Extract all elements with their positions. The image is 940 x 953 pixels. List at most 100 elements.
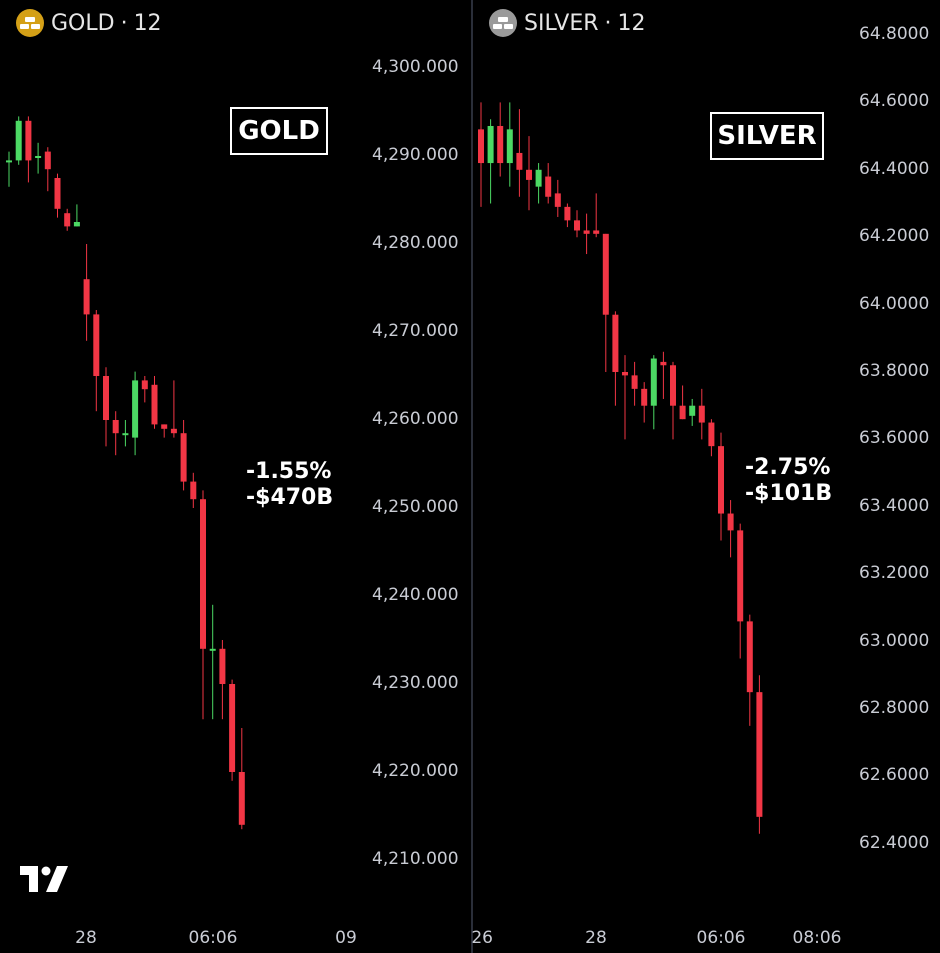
gold-candle[interactable] bbox=[238, 728, 245, 830]
gold-candle[interactable] bbox=[132, 371, 139, 456]
gold-candle[interactable] bbox=[73, 204, 80, 227]
silver-candle-body bbox=[583, 230, 590, 234]
silver-candle-body bbox=[679, 405, 686, 420]
silver-candle[interactable] bbox=[487, 119, 494, 204]
silver-candle[interactable] bbox=[602, 233, 609, 372]
gold-y-tick-label: 4,260.000 bbox=[372, 409, 459, 429]
silver-candle[interactable] bbox=[641, 382, 648, 423]
silver-candle[interactable] bbox=[631, 361, 638, 406]
silver-candle-body bbox=[554, 193, 561, 207]
gold-x-tick-label: 06:06 bbox=[188, 928, 238, 948]
gold-x-tick-label: 28 bbox=[75, 928, 97, 948]
silver-y-tick-label: 64.4000 bbox=[859, 158, 930, 179]
silver-candle-body bbox=[718, 446, 724, 514]
gold-candle[interactable] bbox=[54, 173, 61, 218]
tradingview-logo[interactable] bbox=[20, 866, 68, 896]
silver-chart-panel[interactable]: SILVER · 12 SILVER -2.75% -$101B 64.8000… bbox=[471, 0, 940, 953]
silver-candle[interactable] bbox=[478, 102, 484, 207]
silver-separator: · bbox=[604, 10, 612, 36]
gold-candle-body bbox=[180, 433, 187, 482]
gold-annotation: -1.55% -$470B bbox=[246, 459, 333, 511]
silver-candle[interactable] bbox=[622, 355, 628, 440]
silver-candle-body bbox=[727, 513, 734, 531]
gold-candle-body bbox=[93, 314, 100, 376]
gold-candle[interactable] bbox=[103, 367, 109, 447]
gold-candle-body bbox=[200, 499, 206, 649]
gold-candle[interactable] bbox=[44, 147, 51, 192]
silver-candle[interactable] bbox=[689, 398, 696, 426]
silver-candle[interactable] bbox=[593, 193, 600, 238]
gold-candle[interactable] bbox=[64, 208, 71, 231]
gold-candle[interactable] bbox=[190, 472, 197, 508]
gold-bars-icon bbox=[16, 9, 44, 37]
silver-candle[interactable] bbox=[554, 179, 561, 217]
silver-header[interactable]: SILVER · 12 bbox=[489, 8, 646, 38]
silver-candle[interactable] bbox=[516, 109, 523, 197]
panel-divider bbox=[471, 0, 473, 953]
silver-candle[interactable] bbox=[718, 432, 724, 541]
gold-annotation-value: -$470B bbox=[246, 485, 334, 510]
gold-candle[interactable] bbox=[209, 604, 216, 720]
gold-candle-body bbox=[83, 279, 90, 315]
silver-candle[interactable] bbox=[756, 675, 763, 834]
gold-chart-panel[interactable]: GOLD · 12 GOLD -1.55% -$470B 4,300.000 4,… bbox=[0, 0, 471, 953]
silver-candle-body bbox=[756, 692, 763, 817]
silver-candle-body bbox=[622, 372, 628, 376]
silver-candle[interactable] bbox=[506, 102, 513, 187]
silver-candle[interactable] bbox=[497, 102, 504, 177]
silver-y-tick-label: 64.2000 bbox=[859, 226, 930, 247]
silver-candlestick-plot[interactable] bbox=[473, 0, 940, 953]
gold-candle[interactable] bbox=[200, 490, 206, 720]
silver-candle[interactable] bbox=[545, 163, 552, 204]
silver-candle[interactable] bbox=[564, 203, 571, 228]
gold-candle[interactable] bbox=[151, 376, 158, 429]
silver-candle[interactable] bbox=[650, 355, 657, 430]
gold-candle[interactable] bbox=[93, 310, 100, 412]
silver-box-label: SILVER bbox=[710, 112, 824, 160]
silver-candle[interactable] bbox=[708, 419, 715, 457]
silver-interval: 12 bbox=[617, 10, 646, 36]
gold-header[interactable]: GOLD · 12 bbox=[16, 8, 162, 38]
silver-candle-body bbox=[698, 405, 705, 423]
gold-candle[interactable] bbox=[141, 376, 148, 403]
gold-candle[interactable] bbox=[161, 424, 168, 438]
gold-y-tick-label: 4,270.000 bbox=[372, 321, 459, 341]
gold-candle[interactable] bbox=[170, 380, 177, 438]
gold-candle[interactable] bbox=[15, 116, 22, 165]
silver-x-tick-label: 28 bbox=[585, 928, 607, 948]
silver-candle[interactable] bbox=[679, 385, 686, 420]
gold-candle[interactable] bbox=[83, 244, 90, 341]
silver-symbol: SILVER bbox=[524, 10, 599, 36]
silver-candle[interactable] bbox=[660, 351, 667, 399]
silver-candle[interactable] bbox=[746, 614, 753, 726]
silver-candle[interactable] bbox=[535, 163, 542, 204]
silver-candle[interactable] bbox=[583, 213, 590, 255]
silver-candle[interactable] bbox=[670, 361, 676, 440]
silver-candle[interactable] bbox=[612, 311, 619, 406]
silver-candle[interactable] bbox=[737, 523, 744, 659]
gold-y-tick-label: 4,210.000 bbox=[372, 849, 459, 869]
gold-candle[interactable] bbox=[6, 151, 12, 187]
silver-y-tick-label: 63.6000 bbox=[859, 428, 930, 449]
silver-candle[interactable] bbox=[574, 210, 580, 238]
gold-candle-body bbox=[141, 380, 148, 390]
gold-candle[interactable] bbox=[25, 116, 32, 183]
gold-candlestick-plot[interactable] bbox=[0, 0, 471, 953]
gold-candle-body bbox=[44, 151, 51, 170]
gold-candle-body bbox=[219, 648, 226, 684]
gold-candle[interactable] bbox=[122, 420, 129, 447]
gold-candle[interactable] bbox=[229, 679, 236, 781]
silver-candle-body bbox=[574, 220, 580, 231]
silver-x-tick-label: 06:06 bbox=[696, 928, 746, 948]
silver-candle[interactable] bbox=[698, 388, 705, 440]
gold-candle[interactable] bbox=[35, 142, 42, 174]
silver-y-tick-label: 63.4000 bbox=[859, 495, 930, 516]
gold-candle[interactable] bbox=[112, 411, 119, 456]
gold-candle[interactable] bbox=[180, 420, 187, 491]
silver-candle-body bbox=[612, 314, 619, 372]
gold-candle-body bbox=[229, 684, 236, 772]
gold-candle[interactable] bbox=[219, 640, 226, 720]
silver-candle[interactable] bbox=[727, 500, 734, 558]
gold-candle-body bbox=[25, 120, 32, 161]
silver-candle[interactable] bbox=[526, 136, 532, 211]
